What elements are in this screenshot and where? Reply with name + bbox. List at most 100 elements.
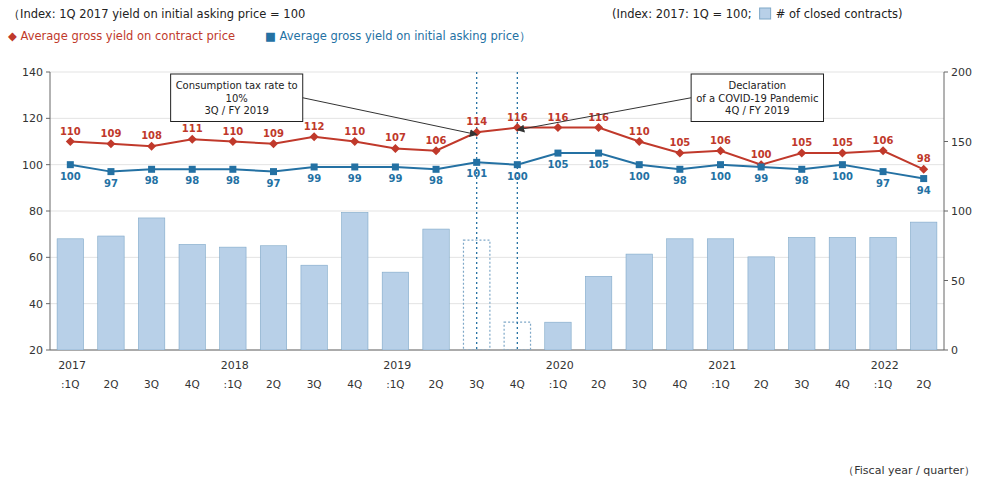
marker xyxy=(148,166,155,173)
legend-entry: ◆ Average gross yield on contract price xyxy=(8,29,235,43)
category-label: 3Q xyxy=(469,378,484,390)
marker xyxy=(798,166,805,173)
marker xyxy=(880,168,887,175)
grid-line xyxy=(50,72,944,73)
bar xyxy=(342,212,368,350)
tick-mark xyxy=(46,303,50,304)
data-label: 100 xyxy=(629,171,650,182)
data-label: 99 xyxy=(754,173,768,184)
category-label: 2Q xyxy=(916,378,931,390)
category-label: :1Q xyxy=(224,378,242,390)
category-label: 2Q xyxy=(103,378,118,390)
header: （Index: 1Q 2017 yield on initial asking … xyxy=(8,7,902,43)
marker xyxy=(229,166,236,173)
data-labels: 1101091081111101091121101071061141161161… xyxy=(60,112,931,196)
marker xyxy=(797,149,806,158)
annotation-box xyxy=(691,74,823,122)
group-label: 2020 xyxy=(546,359,574,372)
category-label: :1Q xyxy=(549,378,567,390)
data-label: 97 xyxy=(267,178,281,189)
category-label: :1Q xyxy=(874,378,892,390)
data-label: 98 xyxy=(185,175,199,186)
annotation-arrow xyxy=(303,98,477,135)
data-label: 98 xyxy=(673,175,687,186)
data-label: 110 xyxy=(629,126,650,137)
marker xyxy=(189,166,196,173)
annotations: Consumption tax rate to10%3Q / FY 2019 De… xyxy=(171,74,824,135)
data-label: 110 xyxy=(344,126,365,137)
legend-entry: ■ Average gross yield on initial asking … xyxy=(265,29,531,43)
category-label: 4Q xyxy=(347,378,362,390)
data-label: 100 xyxy=(710,171,731,182)
group-label: 2019 xyxy=(383,359,411,372)
bar-series xyxy=(57,212,937,350)
group-label: 2021 xyxy=(708,359,736,372)
category-label: 4Q xyxy=(672,378,687,390)
tick-label: 40 xyxy=(29,298,43,311)
tick-mark xyxy=(46,211,50,212)
data-label: 97 xyxy=(876,178,890,189)
tick-label: 120 xyxy=(22,112,43,125)
annotation-arrow xyxy=(517,98,691,130)
marker xyxy=(636,161,643,168)
y-axis-label: （Index: 1Q 2017 yield on initial asking … xyxy=(8,7,305,21)
marker xyxy=(839,161,846,168)
marker xyxy=(67,161,74,168)
annotation: Declarationof a COVID-19 Pandemic4Q / FY… xyxy=(691,74,823,122)
annotation: Consumption tax rate to10%3Q / FY 2019 xyxy=(171,74,303,122)
annotation-line: 4Q / FY 2019 xyxy=(725,105,789,116)
annotation-box xyxy=(171,74,303,122)
marker xyxy=(838,149,847,158)
tick-label: 60 xyxy=(29,251,43,264)
marker xyxy=(311,163,318,170)
marker xyxy=(676,166,683,173)
marker xyxy=(433,166,440,173)
plot-area xyxy=(57,72,937,350)
marker xyxy=(432,146,441,155)
category-label: :1Q xyxy=(386,378,404,390)
bar xyxy=(504,322,530,350)
bar xyxy=(382,272,408,350)
marker xyxy=(228,137,237,146)
axes: 20406080100120140050100150200 xyxy=(22,66,972,357)
data-label: 98 xyxy=(226,175,240,186)
data-label: 105 xyxy=(588,159,609,170)
data-label: 105 xyxy=(548,159,569,170)
annotation-text: Consumption tax rate to10%3Q / FY 2019 xyxy=(176,80,298,116)
category-label: 4Q xyxy=(835,378,850,390)
line-series xyxy=(66,123,928,174)
marker xyxy=(270,168,277,175)
bar xyxy=(626,254,652,350)
marker xyxy=(472,128,481,137)
bar xyxy=(57,239,83,350)
category-label: :1Q xyxy=(711,378,729,390)
data-label: 110 xyxy=(60,126,81,137)
data-label: 105 xyxy=(669,137,690,148)
tick-mark xyxy=(944,280,948,281)
category-label: 4Q xyxy=(185,378,200,390)
bar xyxy=(910,222,936,350)
annotation-line: 10% xyxy=(226,93,248,104)
grid-line xyxy=(50,211,944,212)
data-label: 109 xyxy=(263,128,284,139)
category-label: 2Q xyxy=(591,378,606,390)
marker xyxy=(594,123,603,132)
data-label: 110 xyxy=(222,126,243,137)
annotation-text: Declarationof a COVID-19 Pandemic4Q / FY… xyxy=(696,80,818,116)
bar xyxy=(301,265,327,350)
x-axis-label: （Fiscal year / quarter） xyxy=(843,464,975,477)
bar xyxy=(789,237,815,350)
data-label: 100 xyxy=(507,171,528,182)
legend-entry: # of closed contracts) xyxy=(776,7,903,21)
bar xyxy=(545,322,571,350)
bar xyxy=(138,218,164,350)
marker xyxy=(920,175,927,182)
category-label: :1Q xyxy=(61,378,79,390)
group-label: 2017 xyxy=(58,359,86,372)
tick-mark xyxy=(944,211,948,212)
marker xyxy=(66,137,75,146)
data-label: 111 xyxy=(182,123,203,134)
category-label: 3Q xyxy=(307,378,322,390)
marker xyxy=(391,144,400,153)
category-label: 3Q xyxy=(794,378,809,390)
